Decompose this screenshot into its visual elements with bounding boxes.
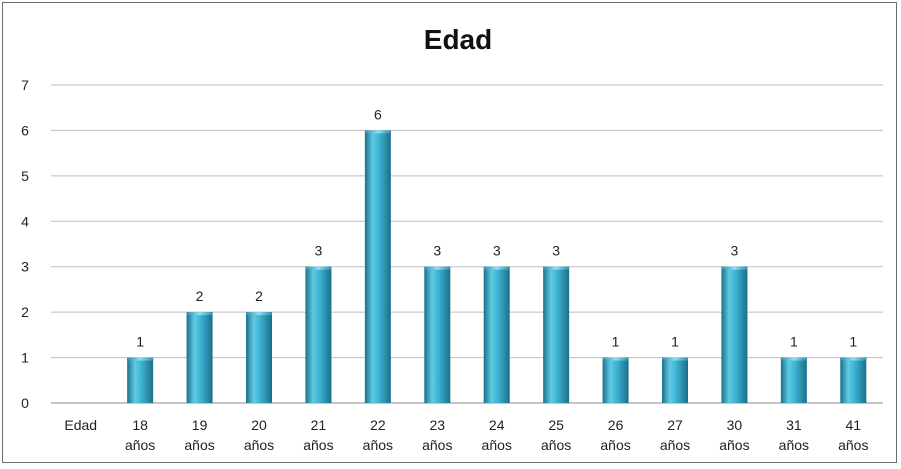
bar — [186, 312, 213, 403]
gridlines — [51, 84, 883, 404]
chart-title: Edad — [424, 24, 492, 55]
x-tick-label: 22 — [370, 417, 386, 433]
x-tick-label: años — [600, 437, 630, 453]
x-tick-label: 27 — [667, 417, 683, 433]
data-label: 1 — [849, 334, 857, 350]
x-tick-label: años — [719, 437, 749, 453]
bar-cap — [246, 312, 272, 316]
x-tick-label: 24 — [489, 417, 505, 433]
x-tick-label: años — [363, 437, 393, 453]
x-tick-label: años — [838, 437, 868, 453]
data-labels: 1 2 2 3 6 3 3 3 1 1 3 1 1 — [136, 106, 857, 349]
bar-cap — [424, 266, 451, 270]
bar-cap — [543, 266, 570, 270]
data-label: 3 — [315, 243, 323, 259]
x-tick-label: 20 — [251, 417, 267, 433]
y-axis-ticks: 0 1 2 3 4 5 6 7 — [21, 77, 29, 411]
bar — [780, 357, 807, 403]
bar-cap — [840, 357, 867, 361]
x-tick-label: 18 — [132, 417, 148, 433]
bar-cap — [780, 357, 807, 361]
bar — [424, 266, 451, 403]
bar — [483, 266, 510, 403]
bar — [602, 357, 629, 403]
bar — [127, 357, 154, 403]
data-label: 1 — [612, 334, 620, 350]
x-tick-label: 21 — [311, 417, 327, 433]
x-tick-label: años — [422, 437, 452, 453]
data-label: 3 — [433, 243, 441, 259]
x-tick-label: 31 — [786, 417, 802, 433]
y-tick-label: 7 — [21, 77, 29, 93]
x-tick-label: años — [541, 437, 571, 453]
y-tick-label: 6 — [21, 122, 29, 138]
x-tick-label: años — [244, 437, 274, 453]
bar-cap — [305, 266, 332, 270]
bar-cap — [662, 357, 688, 361]
y-tick-label: 2 — [21, 304, 29, 320]
y-tick-label: 5 — [21, 168, 29, 184]
x-tick-label: 41 — [845, 417, 861, 433]
data-label: 3 — [731, 243, 739, 259]
x-tick-label: 25 — [548, 417, 564, 433]
x-tick-label: años — [779, 437, 809, 453]
bar-cap — [186, 312, 213, 316]
data-label: 3 — [552, 243, 560, 259]
x-tick-label: años — [125, 437, 155, 453]
data-label: 1 — [790, 334, 798, 350]
bar-cap — [483, 266, 510, 270]
bar-cap — [364, 130, 391, 134]
x-tick-label: 26 — [608, 417, 624, 433]
bars — [127, 130, 867, 403]
x-tick-label: Edad — [64, 417, 97, 433]
data-label: 1 — [671, 334, 679, 350]
y-tick-label: 4 — [21, 213, 29, 229]
x-tick-label: 19 — [192, 417, 208, 433]
x-tick-label: años — [184, 437, 214, 453]
x-tick-label: 30 — [727, 417, 743, 433]
bar-cap — [602, 357, 629, 361]
bar — [305, 266, 332, 403]
bar — [662, 357, 688, 403]
bar — [721, 266, 748, 403]
data-label: 2 — [196, 288, 204, 304]
bar — [840, 357, 867, 403]
x-tick-label: años — [482, 437, 512, 453]
bar — [246, 312, 272, 403]
data-label: 1 — [136, 334, 144, 350]
x-tick-label: años — [303, 437, 333, 453]
bar — [543, 266, 570, 403]
bar — [364, 130, 391, 403]
x-tick-label: 23 — [429, 417, 445, 433]
x-tick-label: años — [660, 437, 690, 453]
data-label: 6 — [374, 106, 382, 122]
data-label: 2 — [255, 288, 263, 304]
bar-cap — [127, 357, 154, 361]
y-tick-label: 1 — [21, 350, 29, 366]
y-tick-label: 3 — [21, 259, 29, 275]
data-label: 3 — [493, 243, 501, 259]
y-tick-label: 0 — [21, 395, 29, 411]
bar-cap — [721, 266, 748, 270]
x-axis-ticks: Edad 18 años 19 años 20 años 21 años 22 años 23 años… — [64, 417, 868, 453]
